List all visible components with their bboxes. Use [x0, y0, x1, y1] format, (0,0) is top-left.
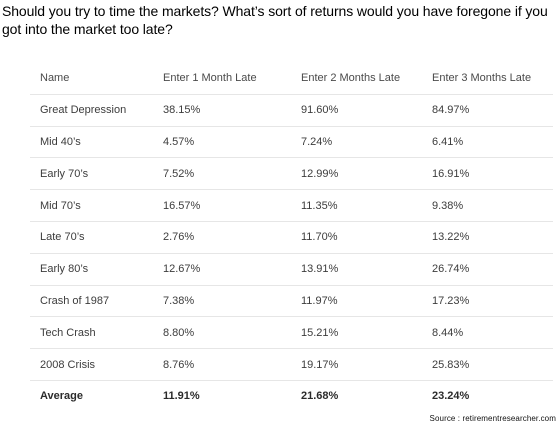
source-credit: Source : retirementresearcher.com — [429, 414, 556, 423]
cell-1-month: 16.57% — [153, 189, 291, 222]
cell-1-month: 12.67% — [153, 253, 291, 286]
cell-2-months: 19.17% — [291, 348, 422, 381]
header-enter-3-months-late: Enter 3 Months Late — [422, 63, 553, 95]
cell-3-months: 13.22% — [422, 221, 553, 254]
table-row: Early 70’s 7.52% 12.99% 16.91% — [30, 157, 553, 191]
cell-name: Mid 40’s — [30, 126, 153, 159]
returns-table: Name Enter 1 Month Late Enter 2 Months L… — [30, 63, 553, 412]
table-row: Crash of 1987 7.38% 11.97% 17.23% — [30, 285, 553, 318]
average-3-months: 23.24% — [432, 390, 470, 403]
cell-1-month: 38.15% — [153, 94, 291, 127]
header-name: Name — [30, 63, 153, 95]
average-row: Average 11.91% 21.68% 23.24% — [30, 380, 553, 411]
cell-2-months: 15.21% — [291, 316, 422, 350]
cell-name: Crash of 1987 — [30, 285, 153, 318]
table-row: Great Depression 38.15% 91.60% 84.97% — [30, 94, 553, 127]
table-row: Mid 70’s 16.57% 11.35% 9.38% — [30, 189, 553, 222]
table-header-row: Name Enter 1 Month Late Enter 2 Months L… — [30, 63, 553, 95]
table-row: Late 70’s 2.76% 11.70% 13.22% — [30, 221, 553, 254]
table-row: Tech Crash 8.80% 15.21% 8.44% — [30, 316, 553, 350]
question-heading: Should you try to time the markets? What… — [2, 3, 548, 37]
cell-name: Early 70’s — [30, 157, 153, 191]
cell-name: Great Depression — [30, 94, 153, 127]
cell-1-month: 4.57% — [153, 126, 291, 159]
cell-2-months: 11.70% — [291, 221, 422, 254]
cell-2-months: 7.24% — [291, 126, 422, 159]
average-label: Average — [40, 390, 84, 403]
cell-2-months: 91.60% — [291, 94, 422, 127]
cell-2-months: 13.91% — [291, 253, 422, 286]
cell-3-months: 17.23% — [422, 285, 553, 318]
table-row: 2008 Crisis 8.76% 19.17% 25.83% — [30, 348, 553, 381]
table-row: Mid 40’s 4.57% 7.24% 6.41% — [30, 126, 553, 159]
cell-3-months: 25.83% — [422, 348, 553, 381]
average-2-months: 21.68% — [301, 390, 339, 403]
cell-3-months: 6.41% — [422, 126, 553, 159]
cell-3-months: 8.44% — [422, 316, 553, 350]
cell-3-months: 9.38% — [422, 189, 553, 222]
average-1-month: 11.91% — [163, 390, 200, 403]
returns-table-container: Name Enter 1 Month Late Enter 2 Months L… — [30, 63, 553, 412]
cell-3-months: 84.97% — [422, 94, 553, 127]
cell-1-month: 7.38% — [153, 285, 291, 318]
cell-2-months: 11.97% — [291, 285, 422, 318]
cell-2-months: 11.35% — [291, 189, 422, 222]
cell-name: 2008 Crisis — [30, 348, 153, 381]
cell-name: Tech Crash — [30, 316, 153, 350]
cell-name: Late 70’s — [30, 221, 153, 254]
cell-3-months: 16.91% — [422, 157, 553, 191]
cell-1-month: 2.76% — [153, 221, 291, 254]
cell-2-months: 12.99% — [291, 157, 422, 191]
cell-1-month: 8.80% — [153, 316, 291, 350]
table-row: Early 80’s 12.67% 13.91% 26.74% — [30, 253, 553, 286]
cell-3-months: 26.74% — [422, 253, 553, 286]
cell-name: Mid 70’s — [30, 189, 153, 222]
cell-1-month: 8.76% — [153, 348, 291, 381]
header-enter-2-months-late: Enter 2 Months Late — [291, 63, 422, 95]
cell-name: Early 80’s — [30, 253, 153, 286]
header-enter-1-month-late: Enter 1 Month Late — [153, 63, 291, 95]
cell-1-month: 7.52% — [153, 157, 291, 191]
